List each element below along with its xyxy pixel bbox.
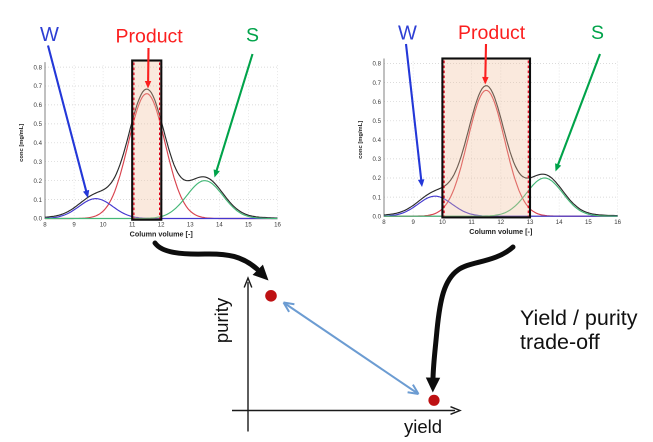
- svg-text:8: 8: [382, 219, 386, 226]
- svg-text:trade-off: trade-off: [520, 330, 600, 354]
- svg-text:Column volume [-]: Column volume [-]: [469, 227, 532, 236]
- svg-text:0.8: 0.8: [373, 61, 382, 68]
- svg-text:11: 11: [468, 219, 475, 226]
- svg-text:0.0: 0.0: [373, 213, 382, 220]
- svg-text:0.4: 0.4: [373, 137, 382, 144]
- svg-text:10: 10: [100, 221, 107, 228]
- svg-text:0.3: 0.3: [34, 159, 43, 166]
- svg-text:0.1: 0.1: [373, 194, 382, 201]
- svg-text:conc [mg/mL]: conc [mg/mL]: [19, 124, 25, 162]
- svg-text:0.6: 0.6: [34, 102, 43, 109]
- svg-text:11: 11: [129, 221, 136, 228]
- svg-text:S: S: [591, 22, 604, 44]
- svg-text:S: S: [246, 25, 259, 47]
- svg-text:0.5: 0.5: [373, 118, 382, 125]
- svg-text:0.4: 0.4: [34, 140, 43, 147]
- svg-text:0.7: 0.7: [373, 80, 382, 87]
- svg-text:9: 9: [72, 221, 76, 228]
- svg-text:15: 15: [245, 221, 252, 228]
- svg-text:12: 12: [497, 219, 504, 226]
- svg-text:14: 14: [216, 221, 223, 228]
- svg-text:Column volume [-]: Column volume [-]: [130, 230, 193, 239]
- svg-text:yield: yield: [404, 416, 442, 437]
- svg-text:9: 9: [412, 219, 416, 226]
- svg-text:0.0: 0.0: [34, 216, 43, 223]
- svg-text:16: 16: [614, 219, 621, 226]
- svg-text:0.7: 0.7: [34, 83, 43, 90]
- svg-text:0.5: 0.5: [34, 121, 43, 128]
- svg-text:0.6: 0.6: [373, 99, 382, 106]
- svg-text:conc [mg/mL]: conc [mg/mL]: [358, 121, 364, 159]
- svg-text:10: 10: [439, 219, 446, 226]
- svg-text:0.1: 0.1: [34, 197, 43, 204]
- svg-text:W: W: [40, 24, 59, 46]
- svg-text:15: 15: [585, 219, 592, 226]
- svg-text:13: 13: [527, 219, 534, 226]
- svg-text:0.3: 0.3: [373, 156, 382, 163]
- svg-text:Product: Product: [458, 22, 526, 44]
- svg-text:14: 14: [556, 219, 563, 226]
- svg-text:Product: Product: [116, 26, 184, 48]
- svg-text:0.2: 0.2: [34, 178, 43, 185]
- svg-text:Yield / purity: Yield / purity: [520, 306, 638, 330]
- svg-text:13: 13: [187, 221, 194, 228]
- svg-text:W: W: [398, 23, 417, 45]
- svg-text:12: 12: [158, 221, 165, 228]
- svg-text:purity: purity: [211, 297, 232, 343]
- svg-text:0.8: 0.8: [34, 64, 43, 71]
- svg-text:8: 8: [43, 221, 47, 228]
- svg-text:0.2: 0.2: [373, 175, 382, 182]
- svg-text:16: 16: [274, 221, 281, 228]
